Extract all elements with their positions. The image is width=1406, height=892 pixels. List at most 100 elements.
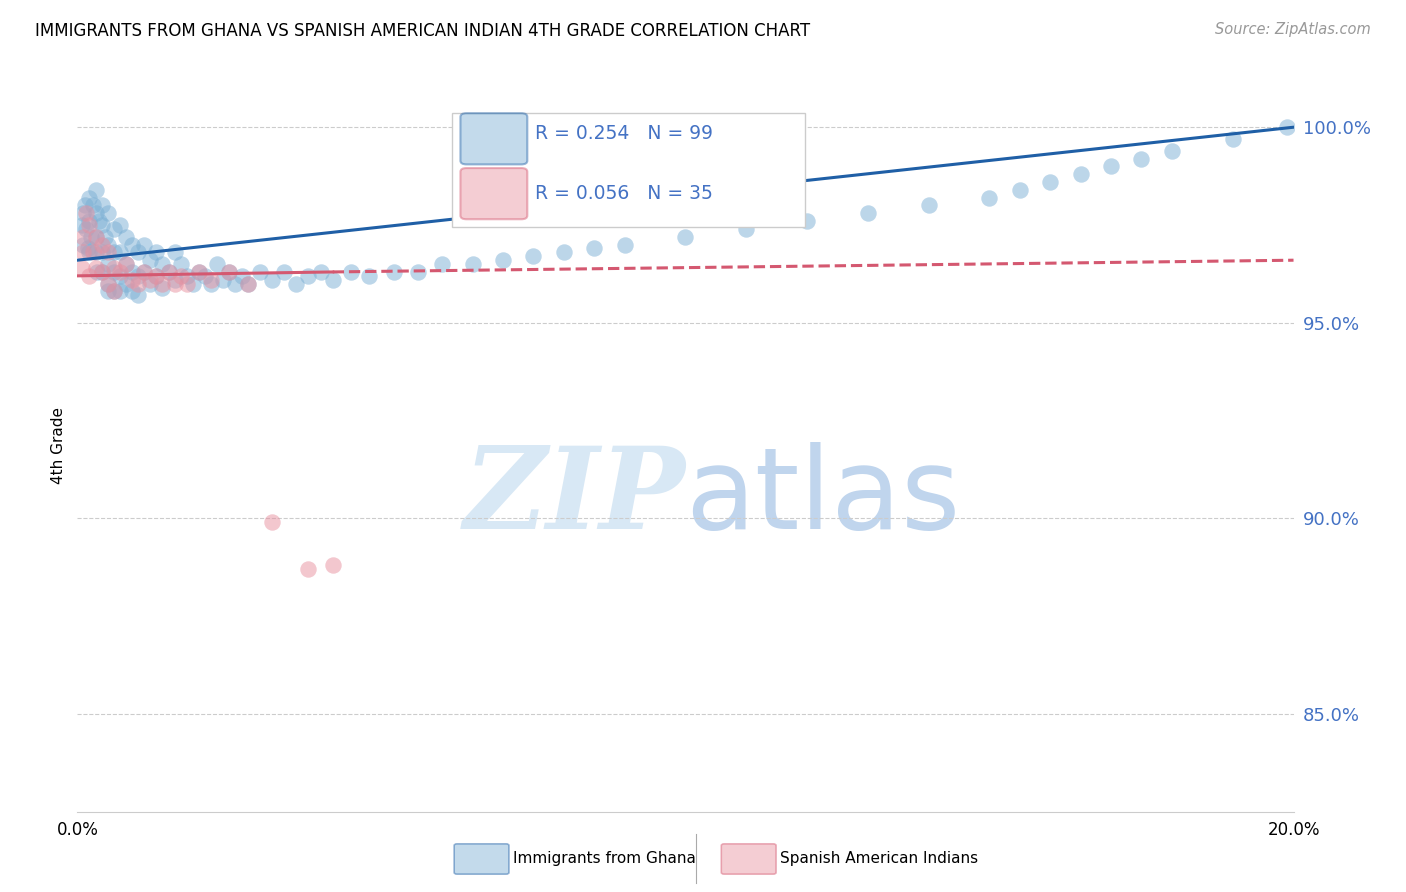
Text: ZIP: ZIP [464, 442, 686, 553]
Point [103, 260, 125, 275]
Point [163, 245, 186, 260]
Point [675, 229, 697, 244]
Point [522, 249, 544, 263]
Point [103, 265, 125, 279]
Point [97, 237, 120, 252]
FancyBboxPatch shape [460, 113, 527, 164]
Point [121, 273, 143, 287]
Point [90, 218, 112, 232]
Point [86, 265, 108, 279]
Point [406, 265, 429, 279]
Point [1222, 132, 1244, 146]
Point [322, 558, 344, 573]
Point [1099, 159, 1122, 173]
Point [139, 277, 162, 291]
Point [1161, 144, 1184, 158]
Point [613, 237, 636, 252]
Point [115, 257, 138, 271]
Point [115, 229, 138, 244]
Point [73, 198, 96, 212]
Point [84, 260, 107, 275]
Point [84, 206, 107, 220]
Point [103, 285, 125, 299]
Point [93, 229, 115, 244]
Text: R = 0.254   N = 99: R = 0.254 N = 99 [534, 124, 713, 144]
Point [553, 245, 575, 260]
Point [260, 516, 283, 530]
Point [340, 265, 363, 279]
Point [918, 198, 941, 212]
Point [212, 273, 235, 287]
Point [79, 268, 101, 283]
Point [72, 206, 94, 220]
Point [163, 277, 186, 291]
Point [1008, 183, 1031, 197]
Point [90, 265, 112, 279]
Text: Source: ZipAtlas.com: Source: ZipAtlas.com [1215, 22, 1371, 37]
Point [1070, 167, 1092, 181]
Point [236, 277, 259, 291]
Point [127, 245, 149, 260]
Point [224, 277, 246, 291]
Text: atlas: atlas [686, 442, 960, 553]
Point [97, 277, 120, 291]
Point [1277, 120, 1299, 135]
Point [75, 222, 97, 236]
Point [200, 273, 222, 287]
Point [188, 265, 211, 279]
Point [145, 268, 167, 283]
Point [127, 277, 149, 291]
Point [70, 260, 93, 275]
Point [735, 222, 758, 236]
Point [856, 206, 879, 220]
Point [79, 245, 101, 260]
Point [134, 265, 156, 279]
Point [108, 268, 131, 283]
Point [90, 198, 112, 212]
Point [309, 265, 332, 279]
Point [84, 245, 107, 260]
Point [218, 265, 240, 279]
Point [103, 245, 125, 260]
Point [359, 268, 381, 283]
Point [382, 265, 405, 279]
Point [188, 265, 211, 279]
Point [79, 191, 101, 205]
Point [108, 218, 131, 232]
Point [145, 245, 167, 260]
Point [72, 237, 94, 252]
Point [260, 273, 283, 287]
Point [84, 229, 107, 244]
Point [121, 265, 143, 279]
Y-axis label: 4th Grade: 4th Grade [51, 408, 66, 484]
Point [194, 268, 217, 283]
Point [170, 268, 193, 283]
Point [121, 237, 143, 252]
Point [134, 265, 156, 279]
Point [522, 206, 544, 220]
Point [297, 562, 319, 576]
Point [134, 237, 156, 252]
Point [181, 277, 204, 291]
Point [79, 214, 101, 228]
Point [145, 268, 167, 283]
Point [152, 277, 174, 291]
Point [461, 257, 484, 271]
Point [97, 245, 120, 260]
Point [80, 229, 103, 244]
Point [103, 222, 125, 236]
Point [796, 214, 818, 228]
Text: R = 0.056   N = 35: R = 0.056 N = 35 [534, 184, 713, 203]
Point [273, 265, 295, 279]
Point [115, 257, 138, 271]
Point [90, 265, 112, 279]
Point [77, 242, 100, 256]
Text: Immigrants from Ghana: Immigrants from Ghana [513, 852, 696, 866]
FancyBboxPatch shape [460, 168, 527, 219]
Point [108, 285, 131, 299]
Point [152, 280, 174, 294]
Point [70, 218, 93, 232]
Point [170, 257, 193, 271]
Point [249, 265, 271, 279]
Point [152, 257, 174, 271]
